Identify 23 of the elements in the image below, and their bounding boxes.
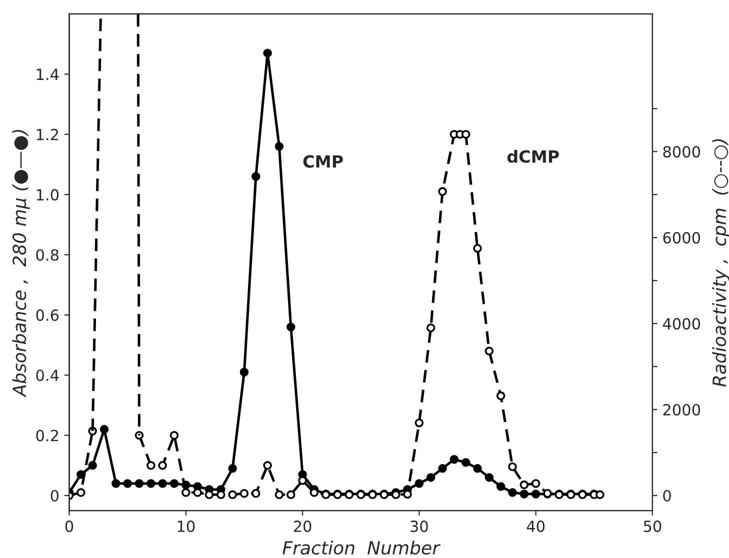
y2-tick-label: 8000: [663, 146, 700, 158]
x-tick-label: 30: [410, 520, 428, 532]
y-tick-label: 0.6: [36, 309, 59, 321]
y-tick-label: 0: [50, 490, 59, 502]
x-tick-label: 40: [526, 520, 545, 532]
y-tick-label: 1.4: [36, 68, 59, 80]
y-tick-label: 0.8: [36, 249, 58, 261]
x-axis-title: Fraction Number: [282, 540, 440, 555]
y2-tick-label: 0: [663, 490, 671, 502]
x-tick-label: 50: [644, 520, 662, 532]
y2-tick-label: 6000: [663, 232, 700, 244]
y-tick-label: 0.4: [36, 370, 59, 382]
annotation: CMP: [303, 155, 343, 168]
y2-tick-label: 4000: [662, 318, 700, 330]
y2-tick-label: 2000: [663, 404, 700, 416]
y-tick-label: 1.2: [36, 128, 58, 140]
y-axis-title: Absorbance , 280 mμ (●—●): [12, 130, 30, 398]
annotation: dCMP: [507, 150, 559, 163]
x-tick-label: 20: [294, 520, 312, 532]
y-tick-label: 0.2: [36, 430, 58, 442]
y-tick-label: 1.0: [36, 189, 59, 201]
x-tick-label: 0: [65, 520, 74, 532]
x-tick-label: 10: [178, 520, 195, 532]
